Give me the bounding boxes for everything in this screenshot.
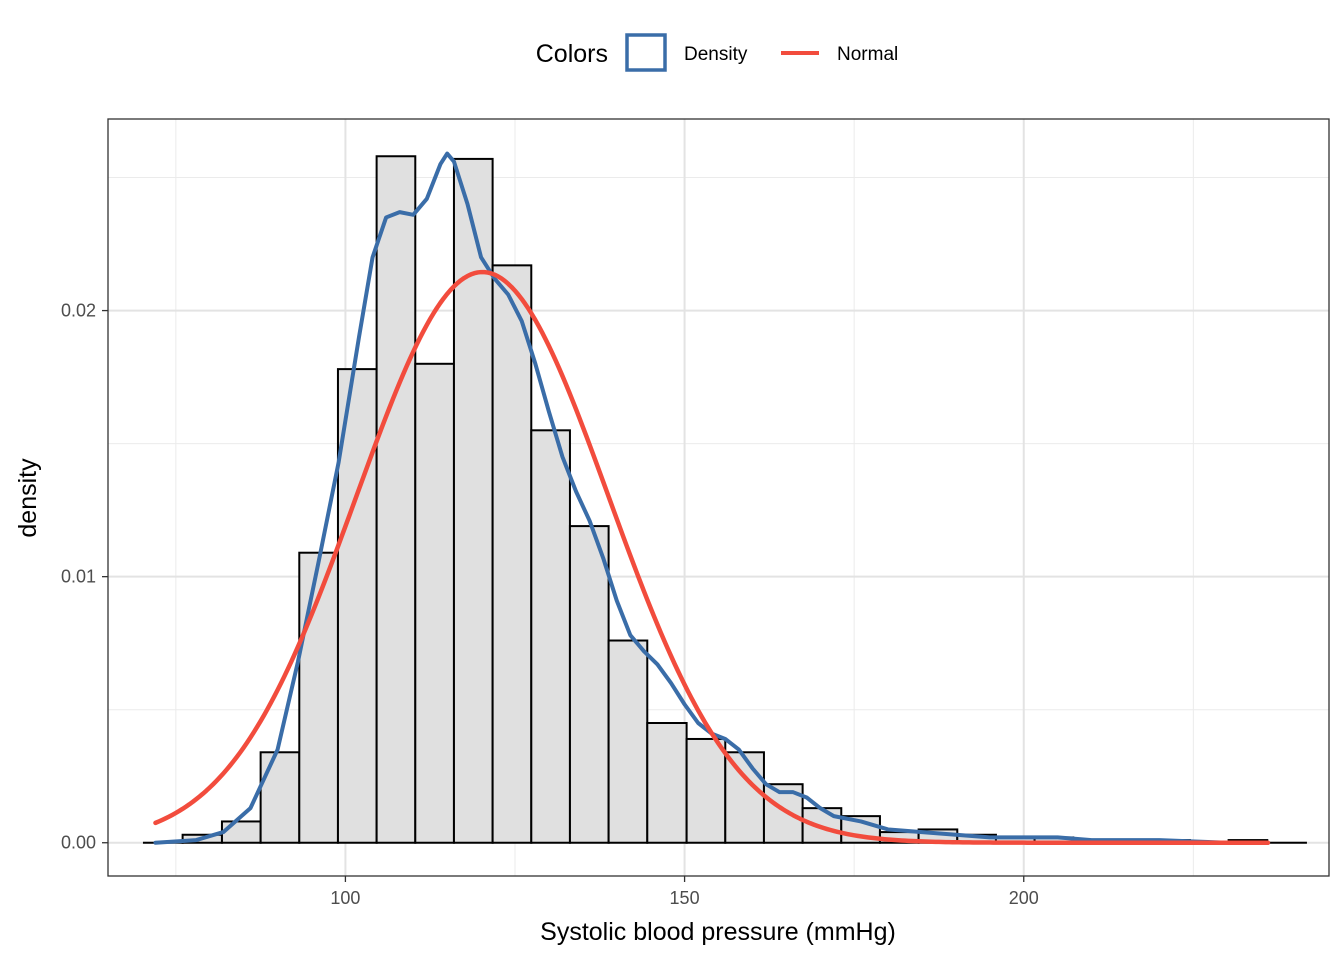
x-tick-label: 100 [330,888,360,908]
x-tick-label: 150 [670,888,700,908]
histogram-bar [377,156,416,842]
histogram-bar [687,739,726,843]
x-axis-title: Systolic blood pressure (mmHg) [540,918,896,946]
histogram-bar [647,723,686,843]
y-tick-label: 0.02 [61,301,96,321]
histogram-bar [609,641,648,843]
histogram-bar [493,265,532,842]
histogram-bar [454,159,493,843]
legend-density-key [627,35,665,70]
legend-title: Colors [536,40,608,68]
histogram-bar [222,821,261,842]
y-tick-label: 0.01 [61,567,96,587]
histogram-bar [531,430,570,842]
legend-density-label: Density [684,44,748,65]
legend-normal-label: Normal [837,44,898,65]
histogram-bar [261,752,300,842]
x-axis: 100 150 200 [330,876,1038,908]
histogram-bar [415,364,454,843]
x-tick-label: 200 [1009,888,1039,908]
y-tick-label: 0.00 [61,833,96,853]
y-axis-title: density [14,458,42,538]
legend: Colors Density Normal [536,35,898,70]
histogram-bar [725,752,764,842]
y-axis: 0.00 0.01 0.02 [61,301,108,853]
histogram-bar [570,526,609,843]
